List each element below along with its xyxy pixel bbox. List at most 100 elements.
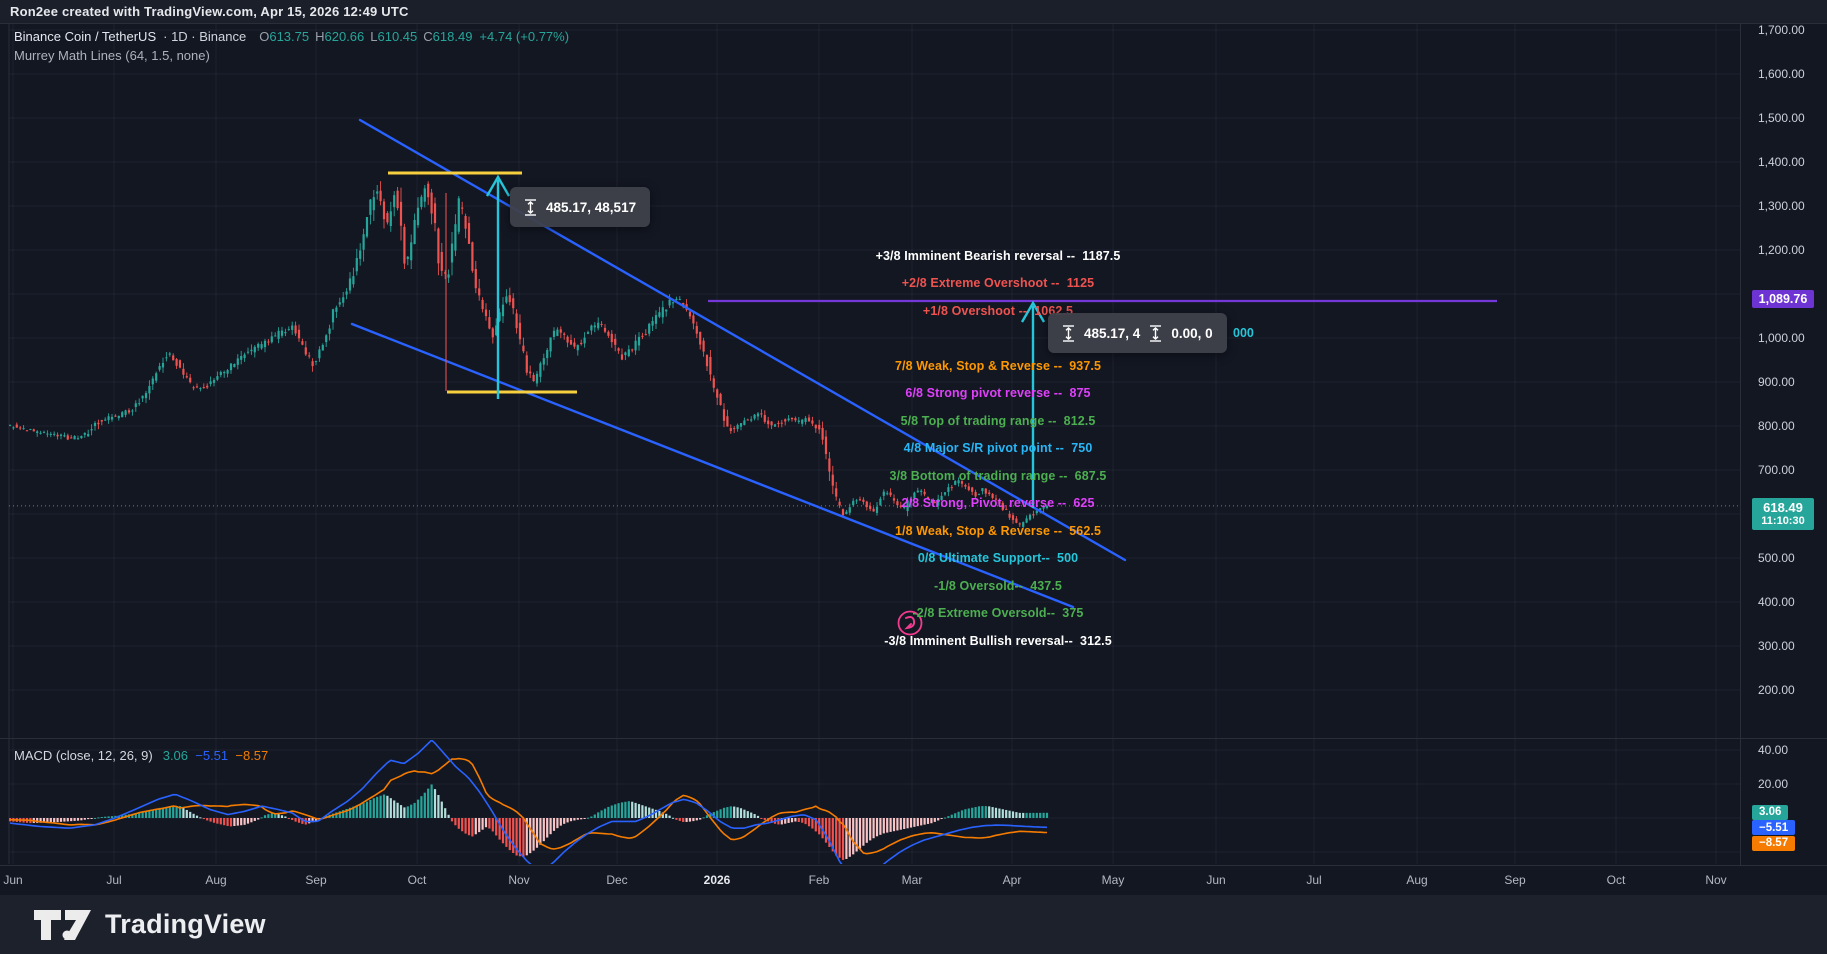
macd-legend[interactable]: MACD (close, 12, 26, 9) 3.06 −5.51 −8.57: [14, 748, 276, 763]
measure-arrow-2[interactable]: [1020, 300, 1046, 508]
symbol-meta: · 1D · Binance: [163, 29, 247, 44]
tradingview-logo-icon[interactable]: [34, 909, 92, 941]
macd-title[interactable]: MACD (close, 12, 26, 9): [14, 748, 153, 763]
price-tick-label: 200.00: [1758, 683, 1795, 697]
time-tick-label: Jun: [1206, 873, 1226, 887]
murrey-level-label: 6/8 Strong pivot reverse -- 875: [905, 386, 1091, 400]
attribution-text: Ron2ee created with TradingView.com, Apr…: [10, 4, 409, 19]
time-tick-label: Sep: [1504, 873, 1526, 887]
time-tick-label: Oct: [407, 873, 427, 887]
murrey-level-label: +2/8 Extreme Overshoot -- 1125: [901, 276, 1095, 290]
macd-line: [9, 740, 1048, 864]
measure-value: 485.17, 4: [1084, 325, 1141, 341]
macd-value-badge: −5.51: [1752, 820, 1796, 836]
brand-name[interactable]: TradingView: [105, 909, 266, 939]
last-price-badge: 618.49 11:10:30: [1752, 497, 1814, 530]
macd-legend-value: −5.51: [195, 748, 236, 763]
hidden-level-fragment: 000: [1233, 326, 1254, 340]
price-range-icon: [1150, 324, 1162, 342]
price-range-icon: [1063, 324, 1074, 342]
murrey-level-label: 5/8 Top of trading range -- 812.5: [900, 413, 1096, 428]
price-change: +4.74 (+0.77%): [479, 29, 570, 44]
time-axis[interactable]: Jun Jul Aug Sep Oct Nov Dec 2026 Feb Mar Apr May Jun…: [0, 865, 1827, 896]
murrey-level-label: 3/8 Bottom of trading range -- 687.5: [889, 468, 1107, 483]
time-tick-label: Aug: [205, 873, 227, 887]
ohlc-key: O: [259, 29, 270, 44]
price-tick-label: 800.00: [1758, 419, 1795, 433]
murrey-level-label: 4/8 Major S/R pivot point -- 750: [903, 441, 1093, 455]
murrey-level-label: -2/8 Extreme Oversold-- 375: [912, 606, 1084, 620]
ohlc-value: 618.49: [432, 29, 473, 44]
murrey-level-label: 0/8 Ultimate Support-- 500: [917, 551, 1079, 565]
ohlc-key: L: [370, 29, 378, 44]
macd-pane[interactable]: [9, 740, 1049, 881]
time-tick-label: Jun: [3, 873, 23, 887]
price-tick-label: 40.00: [1758, 743, 1789, 757]
time-tick-label: Oct: [1606, 873, 1626, 887]
purple-price-value: 1,089.76: [1758, 291, 1808, 306]
macd-legend-value: −8.57: [235, 748, 276, 763]
bar-countdown: 11:10:30: [1761, 514, 1805, 527]
time-tick-label: Mar: [901, 873, 923, 887]
measure-value: 485.17, 48,517: [546, 199, 637, 215]
time-tick-label: Apr: [1002, 873, 1022, 887]
measure-value: 0.00, 0: [1171, 325, 1213, 341]
pane-frame: [0, 23, 1827, 864]
macd-value-badge: 3.06: [1752, 804, 1789, 820]
ohlc-value: 610.45: [377, 29, 418, 44]
trendline-1[interactable]: [358, 118, 1127, 562]
footer-bar: TradingView: [0, 895, 1827, 954]
time-tick-label: Nov: [508, 873, 530, 887]
price-tick-label: 1,400.00: [1758, 155, 1805, 169]
ohlc-value: 620.66: [324, 29, 365, 44]
murrey-level-label: 7/8 Weak, Stop & Reverse -- 937.5: [894, 358, 1102, 373]
price-tick-label: 1,000.00: [1758, 331, 1805, 345]
last-price-value: 618.49: [1763, 499, 1803, 515]
price-axis[interactable]: 1,700.00 1,600.00 1,500.00 1,400.00 1,300.00…: [1740, 23, 1827, 865]
measure-arrow-1[interactable]: [485, 174, 511, 399]
price-tick-label: 700.00: [1758, 463, 1795, 477]
grid: [9, 23, 1740, 864]
price-tick-label: 20.00: [1758, 777, 1789, 791]
macd-legend-value: 3.06: [162, 748, 196, 763]
trendline-2[interactable]: [350, 322, 1075, 609]
ohlc-value: 613.75: [269, 29, 310, 44]
time-tick-label: May: [1101, 873, 1125, 887]
time-tick-label: Aug: [1406, 873, 1428, 887]
murrey-level-label: -3/8 Imminent Bullish reversal-- 312.5: [884, 633, 1112, 648]
time-tick-label: Jul: [106, 873, 122, 887]
macd-value-badge: −8.57: [1752, 835, 1796, 851]
candlestick-series[interactable]: [9, 181, 1049, 530]
price-tick-label: 300.00: [1758, 639, 1795, 653]
ohlc-key: C: [423, 29, 433, 44]
time-tick-label: Jul: [1306, 873, 1322, 887]
murrey-level-label: +3/8 Imminent Bearish reversal -- 1187.5: [875, 248, 1121, 263]
price-tick-label: 500.00: [1758, 551, 1795, 565]
macd-values: 3.06 −5.51 −8.57: [163, 748, 276, 763]
attribution-bar: Ron2ee created with TradingView.com, Apr…: [0, 0, 1827, 24]
murrey-level-label: 1/8 Weak, Stop & Reverse -- 562.5: [894, 523, 1102, 538]
time-tick-label: Feb: [808, 873, 830, 887]
purple-price-badge: 1,089.76: [1752, 289, 1814, 308]
time-tick-label: 2026: [703, 873, 731, 887]
ohlc-values: O613.75 H620.66 L610.45 C618.49: [253, 29, 472, 44]
symbol-title[interactable]: Binance Coin / TetherUS: [14, 29, 157, 44]
murrey-level-label: -1/8 Oversold-- 437.5: [934, 578, 1062, 593]
price-tick-label: 1,300.00: [1758, 199, 1805, 213]
symbol-row: Binance Coin / TetherUS · 1D · Binance O…: [14, 29, 569, 44]
drawings-layer[interactable]: [350, 118, 1497, 636]
time-tick-label: Dec: [606, 873, 628, 887]
indicator-title[interactable]: Murrey Math Lines (64, 1.5, none): [14, 48, 210, 63]
price-tick-label: 1,700.00: [1758, 23, 1805, 37]
measure-tooltip[interactable]: 485.17, 4 0.00, 0: [1048, 313, 1227, 353]
murrey-level-label: 2/8 Strong, Pivot, reverse -- 625: [901, 496, 1095, 510]
price-tick-label: 1,600.00: [1758, 67, 1805, 81]
symbol-legend[interactable]: Binance Coin / TetherUS · 1D · Binance O…: [14, 29, 569, 63]
drawing-marker-icon[interactable]: [897, 610, 923, 636]
indicator-row: Murrey Math Lines (64, 1.5, none): [14, 48, 569, 63]
time-tick-label: Sep: [305, 873, 327, 887]
price-tick-label: 900.00: [1758, 375, 1795, 389]
measure-tooltip[interactable]: 485.17, 48,517: [510, 187, 651, 227]
